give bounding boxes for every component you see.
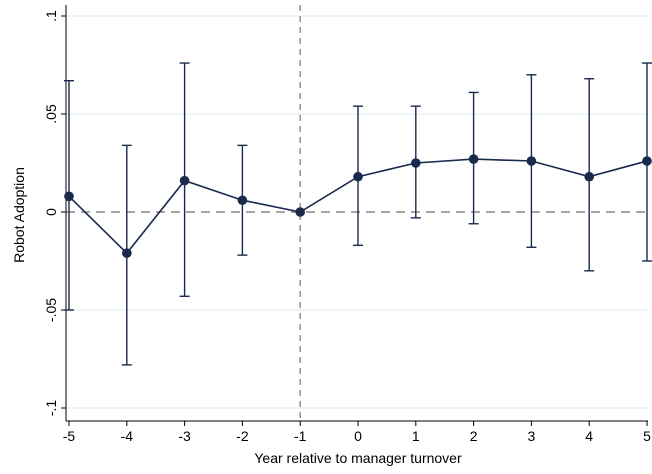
x-tick-label: 0 (354, 428, 362, 444)
reference-lines (66, 5, 648, 421)
x-tick-label: 5 (643, 428, 651, 444)
data-point (526, 156, 537, 166)
data-point (584, 171, 594, 182)
y-tick-label: -.05 (43, 298, 59, 322)
x-tick-label: -1 (294, 428, 307, 444)
data-point (295, 207, 306, 217)
x-tick-label: -4 (121, 428, 134, 444)
y-tick-label: 0 (43, 208, 59, 216)
x-tick-label: 3 (528, 428, 536, 444)
data-point (642, 156, 652, 166)
data-point (122, 248, 132, 258)
y-tick-label: -.1 (43, 400, 59, 417)
x-tick-label: 2 (470, 428, 478, 444)
x-tick-label: -5 (63, 428, 76, 444)
x-tick-label: -3 (178, 428, 191, 444)
x-tick-label: -2 (236, 428, 249, 444)
axes (61, 5, 648, 426)
data-points (64, 154, 652, 258)
data-point (64, 191, 74, 202)
data-point (179, 175, 190, 186)
y-tick-label: .05 (43, 104, 59, 124)
data-point (411, 158, 421, 168)
x-tick-label: 1 (412, 428, 420, 444)
x-axis-title: Year relative to manager turnover (254, 450, 462, 466)
y-axis-title: Robot Adoption (11, 167, 27, 263)
x-tick-label: 4 (585, 428, 593, 444)
data-point (237, 195, 248, 206)
grid-lines (66, 15, 648, 409)
data-point (468, 154, 479, 164)
y-tick-label: .1 (43, 10, 59, 22)
tick-labels: -.1 -.05 0 .05 .1 -5 -4 -3 -2 -1 0 1 2 3 4 5 (43, 10, 651, 444)
data-point (353, 171, 363, 182)
